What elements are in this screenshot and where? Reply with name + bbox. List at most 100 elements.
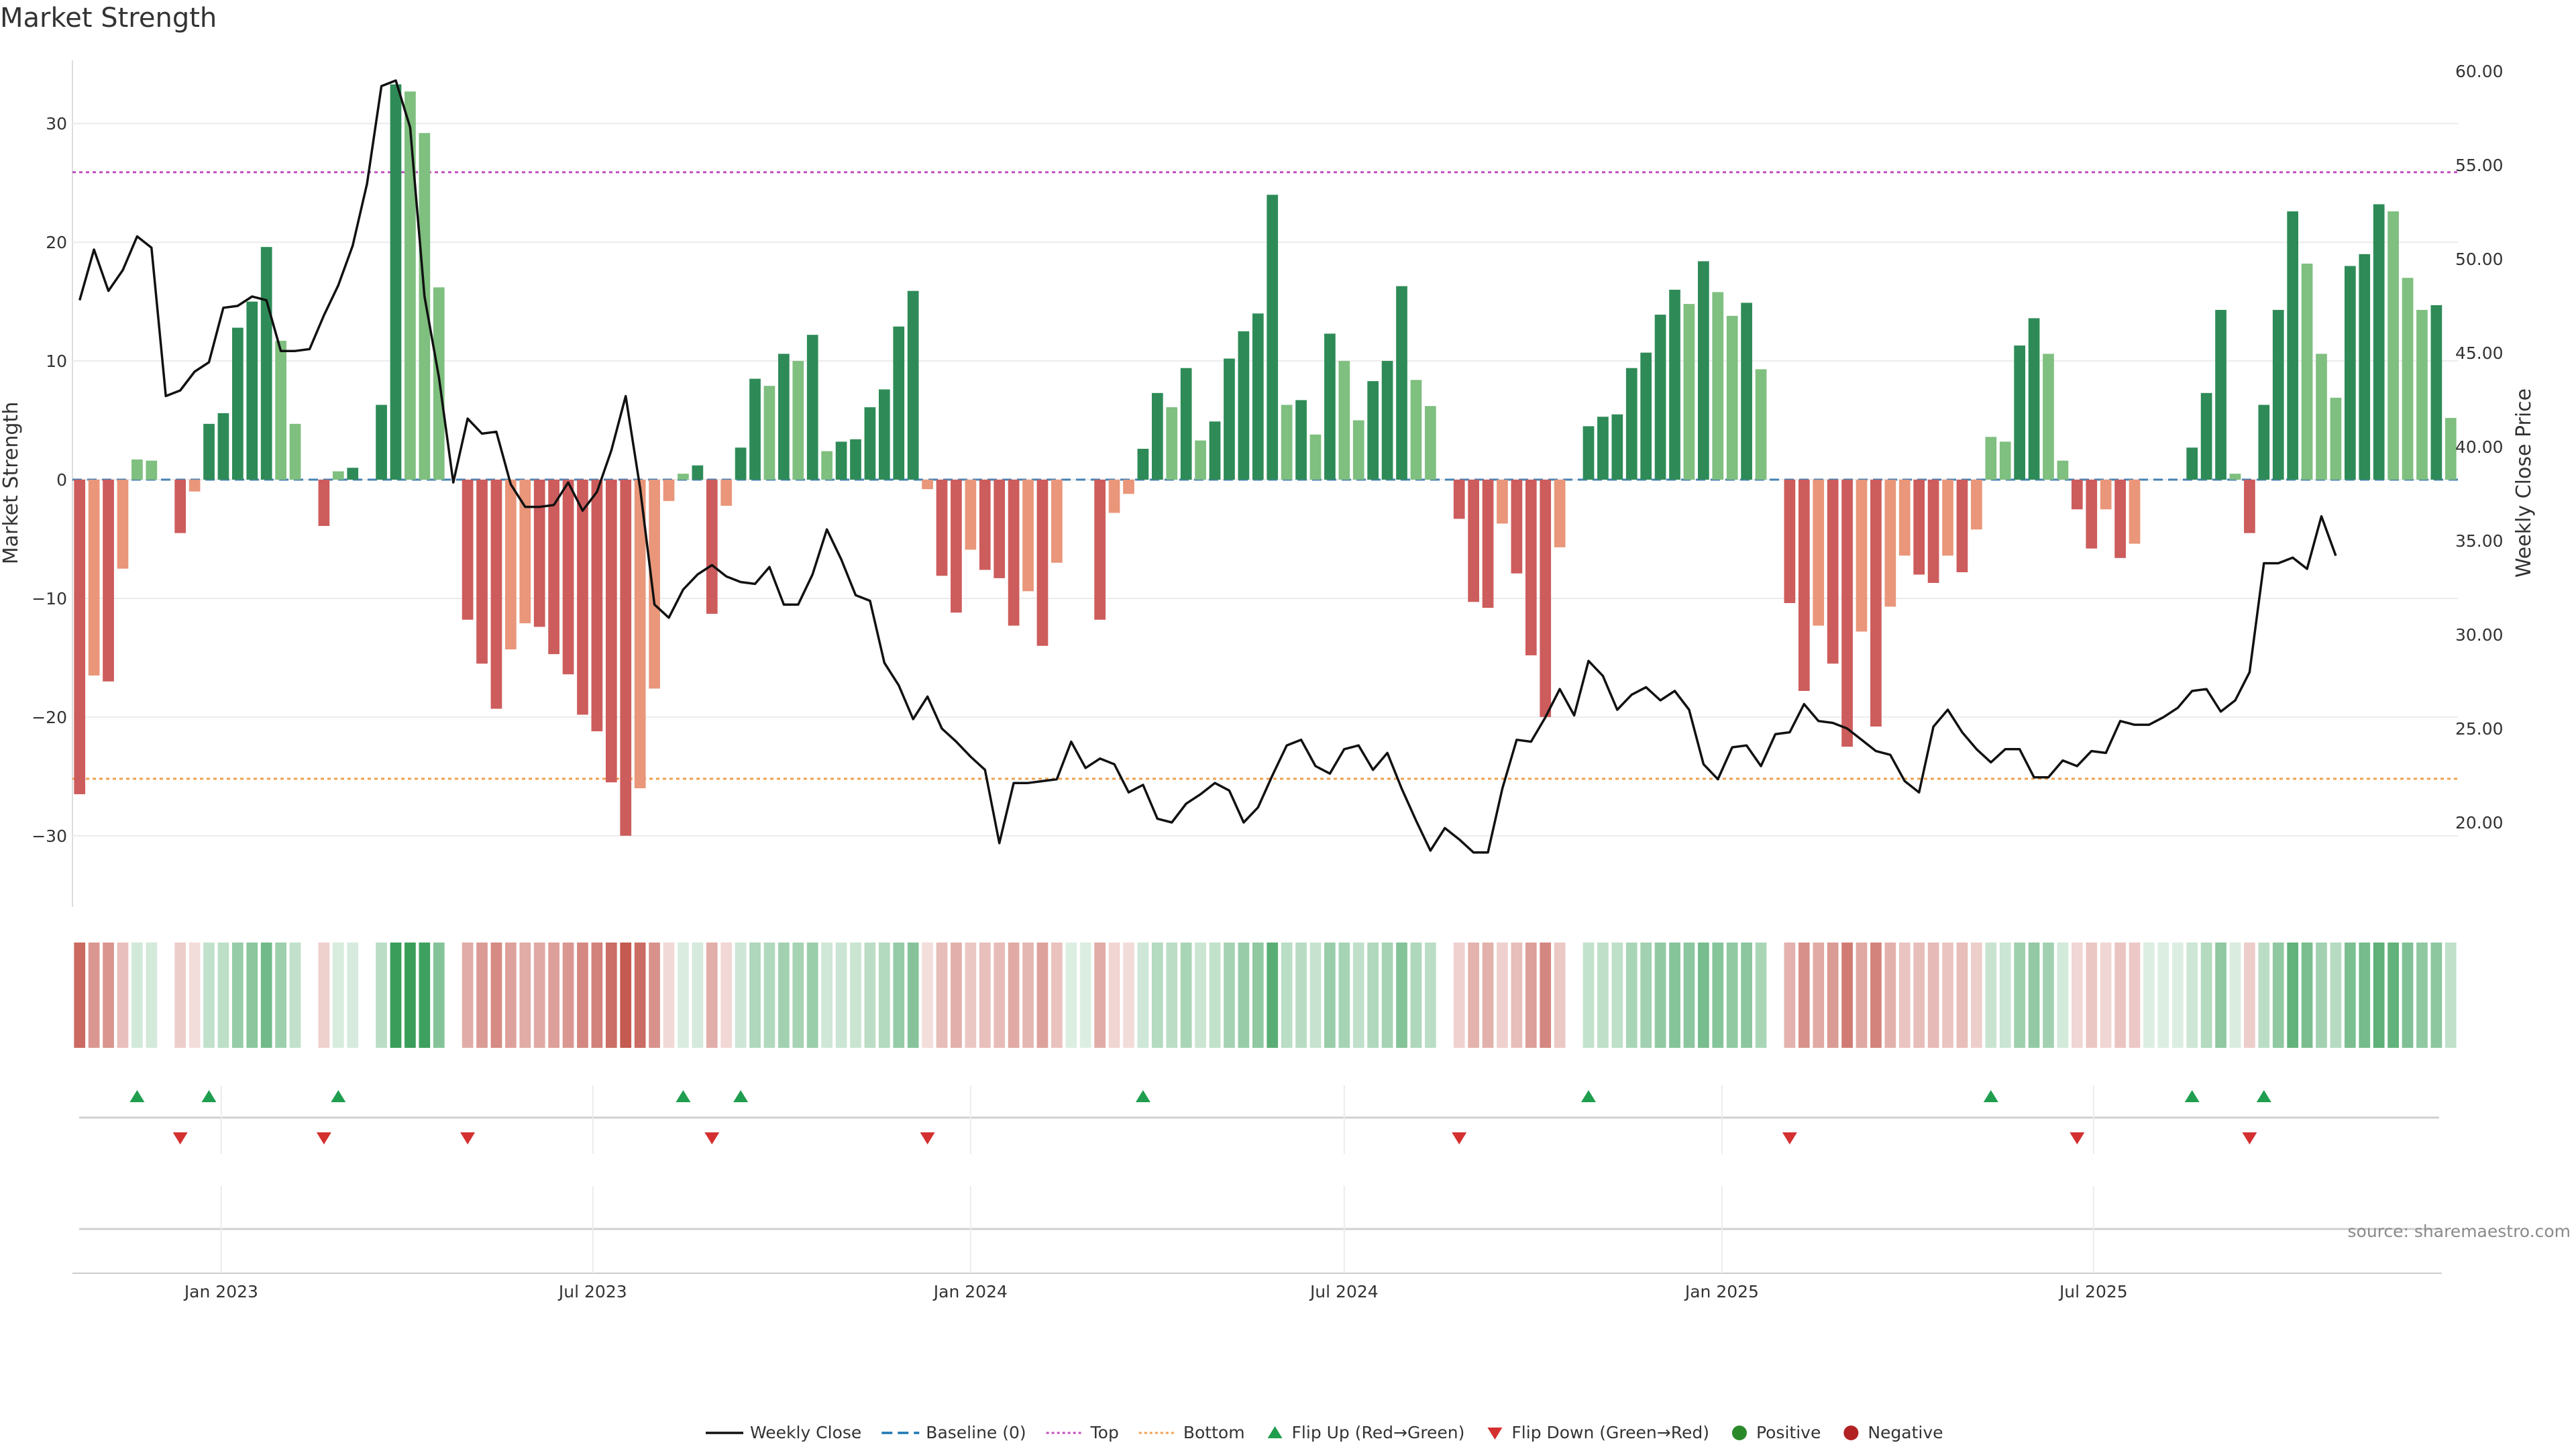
heat-cell: [1224, 943, 1235, 1048]
y-tick-label: 20: [46, 233, 67, 252]
strength-bar: [1741, 303, 1752, 480]
x-tick-label: Jul 2025: [2058, 1282, 2128, 1301]
strength-bar: [2186, 447, 2198, 480]
heat-cell: [1625, 943, 1638, 1048]
strength-bar: [907, 290, 919, 480]
heat-cell: [405, 943, 416, 1048]
x-tick-label: Jul 2023: [557, 1282, 627, 1301]
strength-bar: [490, 480, 502, 709]
heat-cell: [2100, 943, 2112, 1048]
heat-cell: [1712, 943, 1724, 1048]
strength-bar: [217, 413, 229, 480]
legend-item: Bottom: [1138, 1423, 1245, 1442]
heat-cell: [275, 943, 286, 1048]
heat-cell: [591, 943, 603, 1048]
heat-cell: [1813, 943, 1825, 1048]
legend-swatch-circle: [1843, 1426, 1859, 1440]
strength-bar: [1582, 426, 1595, 480]
right-y-axis-ticks: 60.00 55.00 50.00 45.00 40.00 35.00 30.00 25.00…: [2455, 62, 2504, 833]
y-tick-label: −20: [32, 708, 67, 727]
strength-bar: [2416, 309, 2428, 480]
strength-bar: [2445, 417, 2457, 480]
heat-cell: [1195, 943, 1206, 1048]
strength-bar: [2071, 480, 2083, 510]
heat-cell: [1784, 943, 1796, 1048]
heat-cell: [893, 943, 905, 1048]
strength-bar: [2387, 211, 2399, 480]
heat-cell: [2071, 943, 2083, 1048]
strength-bar: [2258, 405, 2270, 480]
heat-cell: [505, 943, 517, 1048]
heat-cell: [763, 943, 775, 1048]
flip-up-marker: [1580, 1090, 1596, 1102]
strength-bar: [577, 480, 588, 715]
flip-up-marker: [1135, 1090, 1150, 1102]
x-tick-label: Jan 2024: [932, 1282, 1008, 1301]
strength-bar: [1180, 368, 1192, 480]
heat-cell: [1309, 943, 1322, 1048]
weekly-close-line: [78, 79, 2337, 854]
heat-cell: [1698, 943, 1709, 1048]
heat-cell: [347, 943, 359, 1048]
strength-bar: [1898, 480, 1911, 556]
strength-bar: [792, 361, 804, 480]
heat-cell: [678, 943, 689, 1048]
flip-down-marker: [2242, 1132, 2257, 1144]
heat-cell: [850, 943, 861, 1048]
x-tick-label: Jan 2023: [183, 1282, 258, 1301]
strength-bar: [562, 480, 574, 675]
heat-cell: [2359, 943, 2371, 1048]
strength-bar: [131, 459, 143, 480]
heat-cell: [577, 943, 588, 1048]
heat-cell: [1985, 943, 1997, 1048]
strength-bar: [548, 480, 559, 655]
strength-bar: [505, 480, 517, 650]
heat-cell: [1755, 943, 1767, 1048]
heat-cell: [2287, 943, 2299, 1048]
strength-bar: [1841, 480, 1853, 747]
strength-bar: [419, 133, 431, 480]
strength-bar: [1669, 289, 1680, 480]
heat-cell: [390, 943, 402, 1048]
y2-tick-label: 35.00: [2455, 531, 2504, 551]
strength-bar: [1784, 480, 1796, 604]
heat-cell: [1352, 943, 1364, 1048]
heat-cell: [864, 943, 876, 1048]
heat-cell: [2014, 943, 2025, 1048]
strength-bar: [1956, 480, 1968, 573]
strength-bar: [1367, 381, 1379, 480]
strength-bar: [2344, 266, 2356, 480]
strength-bar: [1238, 331, 1250, 480]
right-axis-title: Weekly Close Price: [2512, 388, 2536, 578]
strength-bar: [850, 439, 861, 480]
strength-bar: [1022, 480, 1034, 592]
legend: Weekly Close Baseline (0) Top Bottom Flip Up…: [706, 1423, 1943, 1442]
x-tick-label: Jan 2025: [1684, 1282, 1759, 1301]
strength-bar: [994, 480, 1006, 578]
heat-cell: [1079, 943, 1091, 1048]
strength-bar: [1712, 292, 1724, 480]
strength-bar: [1051, 480, 1063, 563]
flip-down-marker: [1452, 1132, 1467, 1144]
y2-tick-label: 55.00: [2455, 156, 2504, 175]
heat-cell: [821, 943, 833, 1048]
heat-cell: [1540, 943, 1552, 1048]
heat-cell: [1640, 943, 1652, 1048]
legend-item: Flip Down (Green→Red): [1487, 1423, 1709, 1442]
y2-tick-label: 40.00: [2455, 437, 2504, 457]
strength-bar: [260, 247, 272, 480]
y2-tick-label: 20.00: [2455, 813, 2504, 833]
heat-cell: [2200, 943, 2212, 1048]
strength-bar: [864, 407, 876, 480]
heat-cell: [806, 943, 818, 1048]
heat-cell: [1669, 943, 1680, 1048]
heat-cell: [1511, 943, 1523, 1048]
heat-cell: [1166, 943, 1178, 1048]
strength-bar: [1755, 369, 1767, 480]
heat-cell: [231, 943, 244, 1048]
strength-bar: [1525, 480, 1537, 655]
reference-lines: [72, 171, 2458, 780]
heat-cell: [2229, 943, 2241, 1048]
heat-cell: [146, 943, 158, 1048]
flip-down-marker: [920, 1132, 935, 1144]
